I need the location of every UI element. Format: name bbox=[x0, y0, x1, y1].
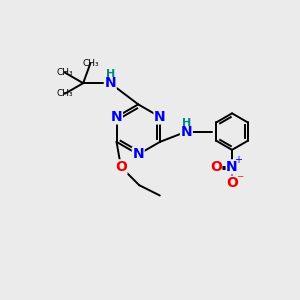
Text: N: N bbox=[226, 160, 238, 174]
Text: N: N bbox=[111, 110, 122, 124]
Text: N: N bbox=[154, 110, 166, 124]
Text: CH₃: CH₃ bbox=[56, 89, 73, 98]
Text: H: H bbox=[182, 118, 192, 128]
Text: CH₃: CH₃ bbox=[56, 68, 73, 77]
Text: N: N bbox=[104, 76, 116, 90]
Text: H: H bbox=[106, 69, 116, 79]
Text: O: O bbox=[115, 160, 127, 174]
Text: N: N bbox=[181, 124, 192, 139]
Text: O: O bbox=[210, 160, 222, 174]
Text: ⁻: ⁻ bbox=[236, 173, 243, 187]
Text: CH₃: CH₃ bbox=[82, 59, 99, 68]
Text: O: O bbox=[226, 176, 238, 190]
Text: N: N bbox=[132, 147, 144, 161]
Text: +: + bbox=[235, 155, 242, 166]
